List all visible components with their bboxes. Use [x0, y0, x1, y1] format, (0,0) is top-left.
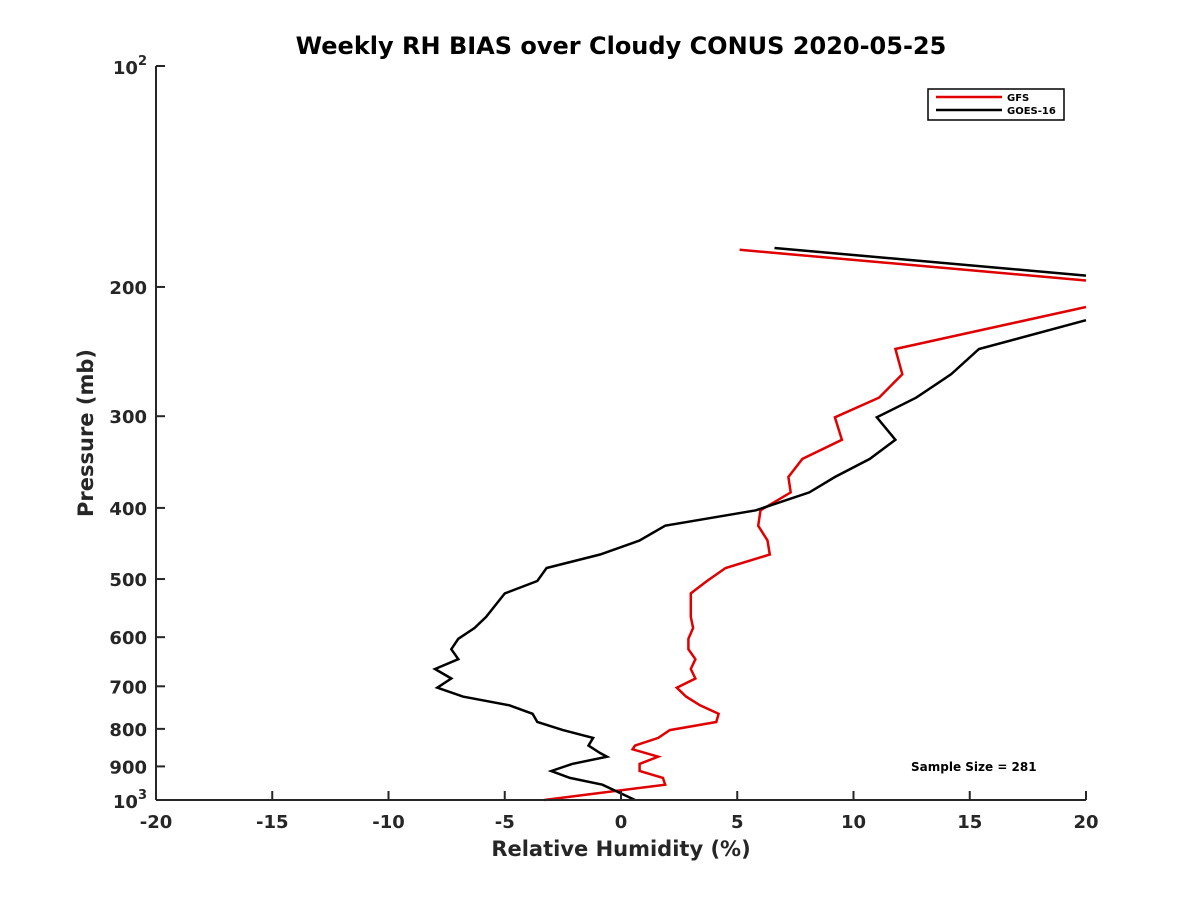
- series-line-goes-16: [432, 318, 1087, 802]
- x-tick-label: -15: [256, 812, 289, 833]
- x-tick-label: 0: [615, 812, 628, 833]
- legend-label-gfs: GFS: [1007, 93, 1029, 104]
- x-tick-label: -20: [140, 812, 173, 833]
- x-ticks: -20 -15 -10 -5 0 5 10 15 20: [140, 791, 1099, 833]
- y-tick-label: 500: [109, 570, 147, 591]
- x-tick-label: 15: [957, 812, 982, 833]
- legend: GFS GOES-16: [927, 88, 1065, 121]
- x-tick-label: 5: [731, 812, 744, 833]
- x-tick-label: 10: [841, 812, 866, 833]
- series-line-gfs: [544, 305, 1087, 802]
- legend-label-goes-16: GOES-16: [1007, 106, 1056, 117]
- x-tick-label: -10: [372, 812, 405, 833]
- sample-size-annotation: Sample Size = 281: [911, 760, 1037, 774]
- series-line-goes-16: [774, 246, 1087, 277]
- y-tick-label-top: 102: [113, 54, 147, 79]
- y-tick-label: 300: [109, 407, 147, 428]
- y-ticks: 200 300 400 500 600 700 800 900: [109, 65, 165, 801]
- y-axis-label: Pressure (mb): [74, 349, 98, 517]
- chart-title: Weekly RH BIAS over Cloudy CONUS 2020-05…: [296, 32, 947, 60]
- y-tick-label-bottom: 103: [113, 788, 147, 813]
- x-tick-label: -5: [495, 812, 515, 833]
- series-layer: [432, 246, 1087, 802]
- series-line-gfs: [739, 248, 1087, 282]
- y-tick-label: 800: [109, 720, 147, 741]
- plot-area: -20 -15 -10 -5 0 5 10 15 20 200 300 400 500 600 700 80…: [109, 54, 1098, 833]
- y-tick-label: 700: [109, 677, 147, 698]
- legend-box: [927, 88, 1065, 121]
- y-tick-label: 400: [109, 499, 147, 520]
- y-tick-label: 200: [109, 278, 147, 299]
- x-axis-label: Relative Humidity (%): [491, 837, 750, 861]
- y-tick-label: 900: [109, 757, 147, 778]
- y-tick-label: 600: [109, 628, 147, 649]
- x-tick-label: 20: [1073, 812, 1098, 833]
